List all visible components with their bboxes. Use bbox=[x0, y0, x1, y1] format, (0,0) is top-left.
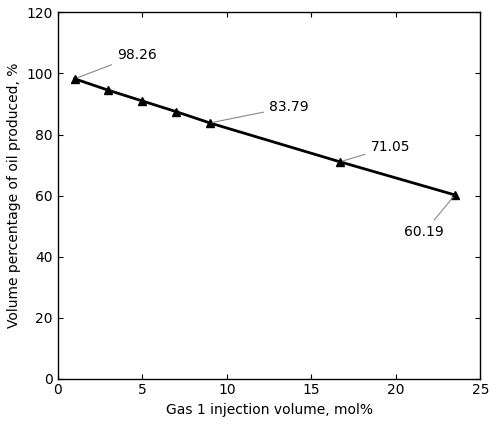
Text: 71.05: 71.05 bbox=[343, 140, 410, 161]
Y-axis label: Volume percentage of oil produced, %: Volume percentage of oil produced, % bbox=[7, 63, 21, 328]
Text: 83.79: 83.79 bbox=[213, 100, 309, 123]
Text: 60.19: 60.19 bbox=[404, 197, 453, 239]
X-axis label: Gas 1 injection volume, mol%: Gas 1 injection volume, mol% bbox=[166, 403, 372, 417]
Text: 98.26: 98.26 bbox=[77, 48, 157, 78]
